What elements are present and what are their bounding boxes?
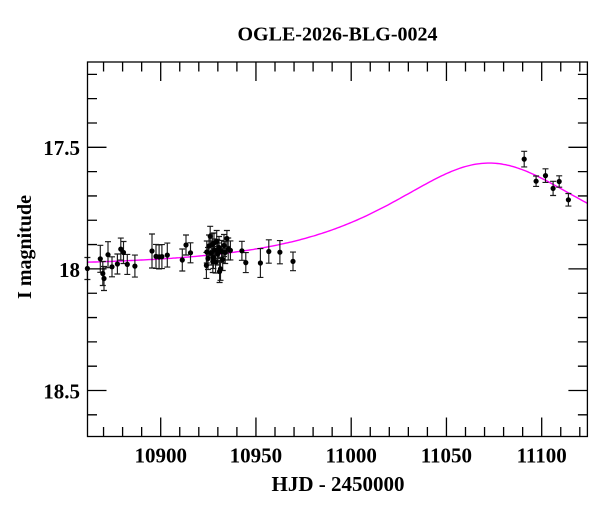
svg-text:18: 18 (59, 258, 80, 282)
svg-text:11050: 11050 (421, 444, 472, 468)
svg-text:11000: 11000 (326, 444, 377, 468)
svg-text:OGLE-2026-BLG-0024: OGLE-2026-BLG-0024 (237, 24, 437, 46)
svg-text:17.5: 17.5 (43, 136, 80, 160)
svg-text:18.5: 18.5 (43, 379, 80, 403)
svg-text:10900: 10900 (134, 444, 187, 468)
svg-text:11100: 11100 (517, 444, 567, 468)
svg-text:10950: 10950 (230, 444, 283, 468)
svg-text:HJD - 2450000: HJD - 2450000 (272, 472, 405, 496)
svg-text:I magnitude: I magnitude (14, 195, 36, 299)
